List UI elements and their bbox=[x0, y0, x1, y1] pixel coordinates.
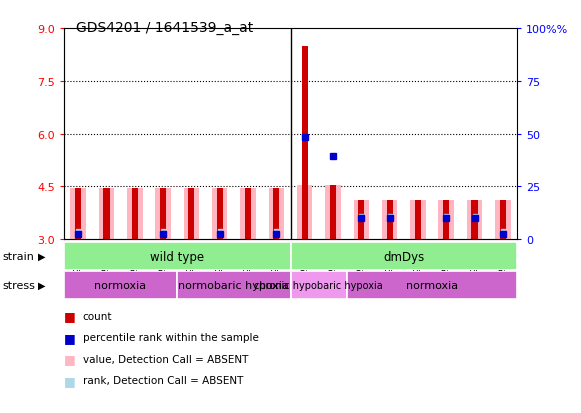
Bar bbox=[302, 47, 308, 240]
Bar bbox=[325, 185, 341, 240]
Text: stress: stress bbox=[3, 280, 36, 290]
Bar bbox=[410, 201, 426, 240]
Text: normobaric hypoxia: normobaric hypoxia bbox=[178, 280, 289, 290]
Bar bbox=[467, 201, 482, 240]
Bar bbox=[330, 185, 336, 240]
Bar bbox=[103, 189, 109, 240]
Bar bbox=[472, 201, 478, 240]
Bar bbox=[273, 189, 279, 240]
Text: chronic hypobaric hypoxia: chronic hypobaric hypoxia bbox=[254, 280, 383, 290]
Text: rank, Detection Call = ABSENT: rank, Detection Call = ABSENT bbox=[83, 375, 243, 385]
Text: dmDys: dmDys bbox=[383, 250, 424, 263]
Text: normoxia: normoxia bbox=[406, 280, 458, 290]
Text: ■: ■ bbox=[64, 309, 76, 323]
Bar bbox=[382, 201, 397, 240]
Text: ■: ■ bbox=[64, 331, 76, 344]
Text: wild type: wild type bbox=[150, 250, 205, 263]
Bar bbox=[495, 201, 511, 240]
Bar bbox=[500, 201, 506, 240]
Text: percentile rank within the sample: percentile rank within the sample bbox=[83, 332, 259, 342]
Bar bbox=[353, 201, 369, 240]
Bar bbox=[443, 201, 449, 240]
Bar bbox=[386, 201, 393, 240]
Bar bbox=[212, 189, 228, 240]
Text: count: count bbox=[83, 311, 112, 321]
Text: value, Detection Call = ABSENT: value, Detection Call = ABSENT bbox=[83, 354, 248, 364]
Bar bbox=[290, 242, 517, 271]
Text: strain: strain bbox=[3, 252, 35, 261]
Text: ▶: ▶ bbox=[38, 280, 45, 290]
Bar bbox=[290, 271, 347, 299]
Text: ▶: ▶ bbox=[38, 252, 45, 261]
Bar bbox=[127, 189, 142, 240]
Bar bbox=[217, 189, 223, 240]
Text: ■: ■ bbox=[64, 352, 76, 366]
Bar bbox=[268, 189, 284, 240]
Bar bbox=[184, 189, 199, 240]
Bar bbox=[99, 189, 114, 240]
Bar bbox=[240, 189, 256, 240]
Text: normoxia: normoxia bbox=[95, 280, 146, 290]
Bar bbox=[64, 242, 290, 271]
Bar bbox=[177, 271, 290, 299]
Bar bbox=[415, 201, 421, 240]
Bar bbox=[188, 189, 195, 240]
Bar bbox=[155, 189, 171, 240]
Bar bbox=[64, 271, 177, 299]
Bar bbox=[75, 189, 81, 240]
Bar bbox=[347, 271, 517, 299]
Bar bbox=[160, 189, 166, 240]
Text: GDS4201 / 1641539_a_at: GDS4201 / 1641539_a_at bbox=[76, 21, 253, 35]
Bar bbox=[132, 189, 138, 240]
Bar bbox=[297, 185, 313, 240]
Bar bbox=[439, 201, 454, 240]
Bar bbox=[70, 189, 86, 240]
Bar bbox=[245, 189, 251, 240]
Bar bbox=[358, 201, 364, 240]
Text: ■: ■ bbox=[64, 374, 76, 387]
